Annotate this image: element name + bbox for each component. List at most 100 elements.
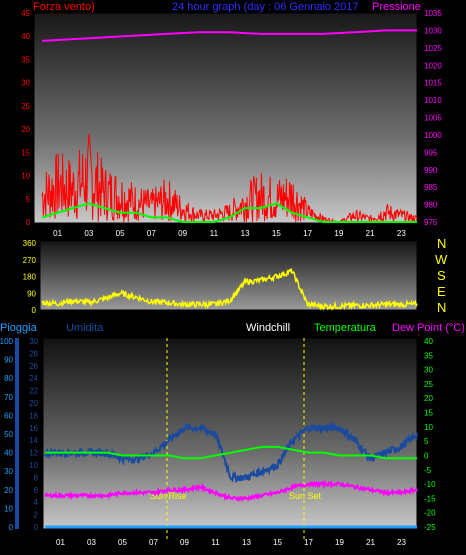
hour-tick-label: 03 xyxy=(84,229,93,238)
pressure-tick-label: 980 xyxy=(424,201,438,210)
hour-tick-label: 19 xyxy=(335,538,344,547)
rain-tick-label: 100 xyxy=(0,337,14,346)
humidity-tick-label: 8 xyxy=(34,473,39,482)
chart-title: 24 hour graph (day : 06 Gennaio 2017 xyxy=(172,1,359,13)
pressure-tick-label: 1015 xyxy=(424,79,442,88)
temperature-label: Temperatura xyxy=(314,322,377,334)
wind-tick-label: 5 xyxy=(26,195,31,204)
direction-tick-label: 90 xyxy=(27,289,36,298)
hour-tick-label: 19 xyxy=(334,229,343,238)
pressure-tick-label: 990 xyxy=(424,166,438,175)
hour-tick-label: 13 xyxy=(241,229,250,238)
rain-tick-label: 0 xyxy=(9,523,14,532)
rain-axis-strip xyxy=(15,338,19,529)
temperature-tick-label: 10 xyxy=(424,423,433,432)
hour-tick-label: 15 xyxy=(273,538,282,547)
pressure-tick-label: 985 xyxy=(424,183,438,192)
rain-tick-label: 50 xyxy=(4,430,13,439)
hour-tick-label: 17 xyxy=(304,538,313,547)
temperature-tick-label: 20 xyxy=(424,394,433,403)
temperature-tick-label: -5 xyxy=(424,466,432,475)
rain-tick-label: 20 xyxy=(4,486,13,495)
hour-tick-label: 13 xyxy=(242,538,251,547)
hour-tick-label: 07 xyxy=(149,538,158,547)
humidity-tick-label: 18 xyxy=(29,411,38,420)
temperature-tick-label: -25 xyxy=(424,523,436,532)
temperature-tick-label: 35 xyxy=(424,351,433,360)
humidity-tick-label: 0 xyxy=(34,523,39,532)
hour-tick-label: 21 xyxy=(366,229,375,238)
hour-tick-label: 11 xyxy=(211,538,220,547)
hour-tick-label: 01 xyxy=(53,229,62,238)
rain-tick-label: 60 xyxy=(4,411,13,420)
windchill-label: Windchill xyxy=(246,322,290,334)
hour-tick-label: 09 xyxy=(180,538,189,547)
humidity-tick-label: 12 xyxy=(29,449,38,458)
direction-tick-label: 270 xyxy=(23,256,37,265)
rain-tick-label: 80 xyxy=(4,374,13,383)
direction-tick-label: 0 xyxy=(32,306,37,315)
pressure-tick-label: 1035 xyxy=(424,9,442,18)
temperature-tick-label: 5 xyxy=(424,437,429,446)
hour-tick-label: 03 xyxy=(87,538,96,547)
sunset-label: Sun Set xyxy=(289,491,322,501)
temperature-tick-label: -20 xyxy=(424,509,436,518)
direction-line xyxy=(41,268,418,311)
humidity-tick-label: 30 xyxy=(29,337,38,346)
hour-tick-label: 11 xyxy=(210,229,219,238)
humidity-tick-label: 22 xyxy=(29,387,38,396)
pressure-tick-label: 1030 xyxy=(424,26,442,35)
pressure-tick-label: 1025 xyxy=(424,44,442,53)
rain-tick-label: 70 xyxy=(4,393,13,402)
humidity-tick-label: 4 xyxy=(34,498,39,507)
compass-n-top: N xyxy=(437,236,446,251)
wind-tick-label: 35 xyxy=(21,55,30,64)
hour-tick-label: 01 xyxy=(56,538,65,547)
temp-humidity-panel xyxy=(42,337,418,530)
humidity-tick-label: 2 xyxy=(34,511,39,520)
pressure-tick-label: 1000 xyxy=(424,131,442,140)
rain-label: Pioggia xyxy=(0,322,38,334)
pressure-tick-label: 995 xyxy=(424,148,438,157)
temperature-tick-label: 15 xyxy=(424,409,433,418)
temperature-tick-label: 0 xyxy=(424,451,429,460)
hour-tick-label: 09 xyxy=(178,229,187,238)
pressure-tick-label: 1005 xyxy=(424,114,442,123)
hour-tick-label: 15 xyxy=(272,229,281,238)
wind-tick-label: 10 xyxy=(21,172,30,181)
wind-tick-label: 25 xyxy=(21,102,30,111)
hour-tick-label: 21 xyxy=(366,538,375,547)
compass-s: S xyxy=(437,268,446,283)
humidity-line xyxy=(44,421,418,484)
wind-tick-label: 45 xyxy=(21,9,30,18)
wind-tick-label: 30 xyxy=(21,79,30,88)
humidity-tick-label: 26 xyxy=(29,362,38,371)
humidity-tick-label: 20 xyxy=(29,399,38,408)
pressure-tick-label: 1010 xyxy=(424,96,442,105)
direction-tick-label: 180 xyxy=(23,273,37,282)
dewpoint-label: Dew Point (°C) xyxy=(392,322,465,334)
rain-tick-label: 90 xyxy=(4,356,13,365)
hour-tick-label: 17 xyxy=(303,229,312,238)
pressure-line xyxy=(41,29,417,42)
dewpoint-line xyxy=(44,479,418,503)
wind-tick-label: 20 xyxy=(21,125,30,134)
pressure-tick-label: 1020 xyxy=(424,61,442,70)
wind-average-line xyxy=(41,202,417,223)
compass-n-bottom: N xyxy=(437,300,446,315)
humidity-label: Umidita xyxy=(66,322,104,334)
humidity-tick-label: 28 xyxy=(29,349,38,358)
rain-tick-label: 30 xyxy=(4,467,13,476)
humidity-tick-label: 14 xyxy=(29,436,38,445)
compass-e: E xyxy=(437,284,446,299)
wind-pressure-panel xyxy=(33,12,418,224)
temperature-tick-label: -15 xyxy=(424,494,436,503)
hour-tick-label: 23 xyxy=(397,229,406,238)
rain-tick-label: 10 xyxy=(4,504,13,513)
temperature-line xyxy=(45,445,417,460)
temperature-tick-label: 30 xyxy=(424,366,433,375)
hour-tick-label: 05 xyxy=(116,229,125,238)
humidity-tick-label: 24 xyxy=(29,374,38,383)
pressure-tick-label: 975 xyxy=(424,218,438,227)
